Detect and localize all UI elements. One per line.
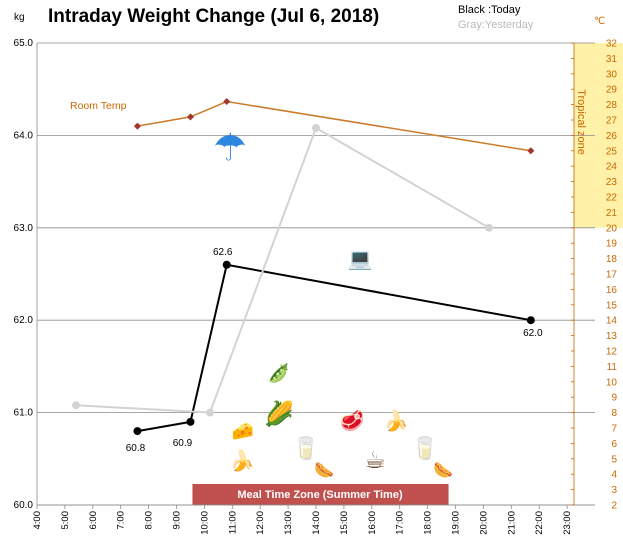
- y2-tick-label: 19: [606, 239, 618, 250]
- banana-icon: 🍌: [230, 449, 255, 473]
- x-tick-label: 15:00: [339, 511, 350, 535]
- x-tick-label: 18:00: [423, 511, 434, 535]
- x-tick-label: 13:00: [283, 511, 294, 535]
- series-line-0: [137, 263, 532, 433]
- y2-tick-label: 32: [606, 39, 618, 50]
- x-tick-label: 20:00: [478, 511, 489, 535]
- data-label: 60.8: [126, 443, 146, 454]
- banana2-icon: 🍌: [384, 409, 409, 433]
- y2-tick-label: 9: [611, 393, 617, 404]
- y2-tick-label: 13: [606, 331, 618, 342]
- series-point-2: [527, 147, 535, 155]
- x-tick-label: 4:00: [32, 511, 43, 530]
- meat-icon: 🥩: [340, 409, 365, 433]
- series-line-1: [76, 126, 490, 414]
- y2-tick-label: 15: [606, 300, 618, 311]
- y2-tick-label: 12: [606, 347, 618, 358]
- y2-tick-label: 5: [611, 454, 617, 465]
- y2-tick-label: 8: [611, 408, 617, 419]
- y-tick-label: 61.0: [14, 408, 34, 419]
- series-line-2: [137, 100, 531, 152]
- x-tick-label: 21:00: [506, 511, 517, 535]
- series-point-2: [133, 122, 141, 130]
- y-tick-label: 64.0: [14, 130, 34, 141]
- chart-title: Intraday Weight Change (Jul 6, 2018): [48, 6, 379, 27]
- y-tick-label: 65.0: [14, 38, 34, 49]
- y2-tick-label: 17: [606, 270, 618, 281]
- y2-tick-label: 23: [606, 177, 618, 188]
- y2-tick-label: 31: [606, 54, 618, 65]
- y-tick-label: 62.0: [14, 315, 34, 326]
- water2-icon: 🥛: [411, 436, 438, 462]
- y2-tick-label: 30: [606, 69, 618, 80]
- y2-tick-label: 11: [607, 362, 618, 373]
- x-tick-label: 17:00: [395, 511, 406, 535]
- y2-axis-unit: ℃: [594, 16, 605, 27]
- umbrella-icon: ☂: [213, 126, 247, 170]
- room-temp-label: Room Temp: [70, 100, 127, 112]
- data-label: 62.6: [213, 247, 233, 258]
- series-point-1: [484, 223, 493, 232]
- y-tick-label: 60.0: [14, 500, 34, 511]
- y2-tick-label: 22: [606, 193, 618, 204]
- water-icon: 🥛: [292, 436, 319, 462]
- x-tick-label: 6:00: [88, 511, 99, 530]
- x-tick-label: 19:00: [451, 511, 462, 535]
- series-point-2: [186, 113, 194, 121]
- legend-today: Black :Today: [458, 4, 521, 16]
- x-tick-label: 22:00: [534, 511, 545, 535]
- y2-tick-label: 16: [606, 285, 618, 296]
- y2-tick-label: 10: [606, 377, 618, 388]
- meal-zone-bar: [192, 484, 449, 505]
- x-tick-label: 9:00: [172, 511, 183, 530]
- y2-tick-label: 28: [606, 100, 618, 111]
- series-point-1: [312, 124, 320, 133]
- series-point-0: [133, 427, 142, 436]
- data-label: 60.9: [173, 438, 193, 449]
- series-point-0: [222, 260, 231, 269]
- x-tick-label: 11:00: [227, 511, 238, 534]
- x-tick-label: 8:00: [144, 511, 155, 530]
- legend-yesterday: Gray:Yesterday: [458, 19, 534, 31]
- x-tick-label: 5:00: [60, 511, 71, 530]
- series-point-1: [72, 401, 81, 410]
- y2-tick-label: 7: [611, 424, 617, 435]
- y2-tick-label: 6: [611, 439, 617, 450]
- series-point-1: [205, 408, 214, 417]
- y2-tick-label: 24: [606, 162, 618, 173]
- x-tick-label: 10:00: [199, 511, 210, 535]
- x-tick-label: 14:00: [311, 511, 322, 535]
- beans-icon: 🫛: [268, 362, 290, 384]
- series-point-2: [223, 97, 231, 106]
- y2-tick-label: 27: [606, 116, 618, 127]
- sausage-icon: 🌭: [314, 461, 334, 480]
- y2-tick-label: 4: [611, 470, 617, 481]
- x-tick-label: 16:00: [367, 511, 378, 535]
- corn-icon: 🌽: [264, 399, 294, 428]
- sausage2-icon: 🌭: [433, 461, 453, 480]
- y2-tick-label: 25: [606, 146, 618, 157]
- y2-tick-label: 3: [611, 485, 617, 496]
- data-label: 62.0: [523, 328, 543, 339]
- y2-tick-label: 20: [606, 223, 618, 234]
- x-tick-label: 7:00: [116, 511, 127, 530]
- tropical-zone-label: Tropical zone: [575, 89, 587, 155]
- x-tick-label: 23:00: [562, 511, 573, 535]
- meal-zone-label: Meal Time Zone (Summer Time): [237, 489, 403, 501]
- cheese-icon: 🧀: [232, 421, 254, 442]
- series-point-0: [186, 417, 195, 426]
- y2-tick-label: 21: [606, 208, 618, 219]
- office-worker-icon: 💻: [348, 247, 373, 271]
- coffee-icon: ☕: [364, 446, 386, 474]
- series-point-0: [526, 316, 535, 325]
- y-axis-unit: kg: [14, 12, 25, 23]
- y2-tick-label: 14: [606, 316, 618, 327]
- x-tick-label: 12:00: [255, 511, 266, 535]
- y2-tick-label: 26: [606, 131, 618, 142]
- y2-tick-label: 18: [606, 254, 618, 265]
- y2-tick-label: 29: [606, 85, 618, 96]
- y-tick-label: 63.0: [14, 223, 34, 234]
- y2-tick-label: 2: [611, 501, 617, 512]
